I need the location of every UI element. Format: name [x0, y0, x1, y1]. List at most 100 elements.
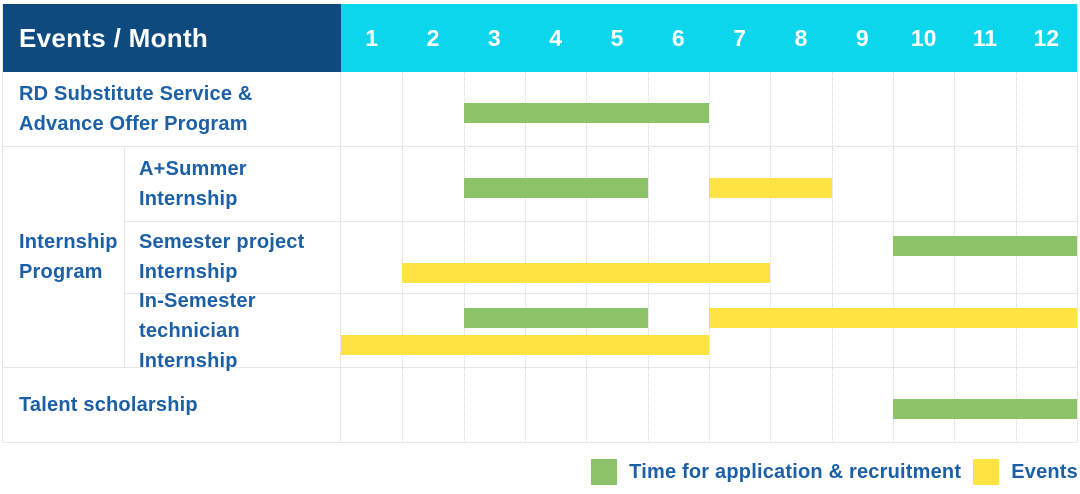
row-label-rd-substitute: RD Substitute Service & Advance Offer Pr…	[3, 72, 341, 146]
row-talent-scholarship: Talent scholarship	[3, 367, 1077, 442]
month-gridline	[525, 368, 526, 442]
month-header-cell: 1	[365, 24, 379, 51]
month-gridline	[954, 221, 956, 293]
legend-item-application: Time for application & recruitment	[591, 459, 961, 485]
month-header-cell: 12	[1033, 24, 1060, 51]
month-gridline	[402, 72, 404, 146]
event-period-bar	[402, 262, 771, 283]
row-label-line: Semester project	[139, 231, 305, 254]
gantt-table: Events / Month 1 2 3 4 5 6 7 8 9 10 11 12 RD Substi…	[2, 4, 1078, 443]
month-gridline	[709, 294, 710, 367]
application-period-bar	[463, 178, 648, 198]
event-period-bar	[709, 308, 1077, 328]
month-gridline	[831, 147, 833, 221]
legend-application-label: Time for application & recruitment	[629, 460, 962, 483]
group-label-internship-program: Internship Program	[3, 147, 125, 367]
month-header-cell: 4	[549, 24, 563, 51]
application-period-bar	[893, 399, 1077, 419]
month-gridline	[463, 294, 465, 367]
month-gridline	[770, 221, 772, 293]
month-gridline	[647, 294, 649, 367]
month-gridline	[586, 368, 588, 442]
month-gridline	[893, 294, 894, 367]
row-label-line: A+Summer	[139, 157, 247, 180]
month-gridline	[647, 368, 649, 442]
row-rd-substitute: RD Substitute Service & Advance Offer Pr…	[3, 72, 1077, 146]
row-in-semester: In-Semester technician Internship	[125, 290, 1077, 372]
month-gridline	[709, 72, 710, 146]
chart-area-semester-project	[341, 221, 1077, 293]
month-gridline	[402, 294, 404, 367]
row-label-line: Advance Offer Program	[19, 113, 248, 135]
legend: Time for application & recruitment Event…	[591, 454, 1078, 490]
month-gridline	[893, 221, 894, 293]
table-header-row: Events / Month 1 2 3 4 5 6 7 8 9 10 11 12	[3, 4, 1077, 72]
row-label-line: Internship	[139, 261, 238, 284]
month-gridline	[831, 221, 833, 293]
event-period-bar	[709, 178, 832, 198]
application-period-bar	[893, 235, 1077, 256]
chart-area-rd-substitute	[341, 72, 1077, 146]
month-gridline	[831, 294, 833, 367]
month-gridline	[709, 221, 710, 293]
month-gridline	[709, 368, 710, 442]
yellow-swatch-icon	[973, 459, 1000, 485]
month-header-cell: 7	[733, 24, 747, 51]
month-gridline	[770, 294, 772, 367]
green-swatch-icon	[591, 459, 618, 485]
legend-item-events: Events	[973, 459, 1078, 485]
row-label-talent-scholarship: Talent scholarship	[3, 368, 341, 442]
row-label-a-summer: A+Summer Internship	[125, 147, 341, 221]
month-gridline	[647, 221, 649, 293]
month-header-cell: 6	[671, 24, 685, 51]
month-gridline	[402, 221, 404, 293]
row-label-in-semester: In-Semester technician Internship	[125, 290, 341, 372]
month-gridline	[954, 147, 956, 221]
month-gridline	[525, 221, 526, 293]
month-gridline	[1015, 221, 1017, 293]
month-gridline	[770, 72, 772, 146]
month-gridline	[525, 294, 526, 367]
chart-area-talent-scholarship	[341, 368, 1077, 442]
month-gridline	[770, 368, 772, 442]
month-gridline	[402, 368, 404, 442]
month-gridline	[893, 72, 894, 146]
month-gridline	[1015, 147, 1017, 221]
events-month-header-cell: Events / Month	[3, 4, 341, 72]
group-label-line: Program	[19, 261, 103, 283]
group-label-line: Internship	[19, 231, 118, 253]
month-gridline	[954, 294, 956, 367]
month-gridline	[586, 221, 588, 293]
month-gridline	[1015, 72, 1017, 146]
row-label-line: RD Substitute Service &	[19, 83, 253, 105]
month-gridline	[586, 294, 588, 367]
month-header-cell: 3	[487, 24, 501, 51]
month-header-cell: 11	[972, 24, 998, 51]
application-period-bar	[463, 308, 648, 328]
chart-area-in-semester	[341, 294, 1077, 367]
row-a-summer: A+Summer Internship	[125, 147, 1077, 221]
month-header-cell: 2	[426, 24, 440, 51]
internship-program-group: Internship Program A+Summer Internship S…	[3, 146, 1077, 372]
events-month-header-label: Events / Month	[19, 22, 209, 53]
event-period-bar	[341, 335, 709, 355]
row-label-semester-project: Semester project Internship	[125, 221, 341, 293]
row-label-line: Talent scholarship	[19, 394, 198, 416]
chart-area-a-summer	[341, 147, 1077, 221]
month-header-cell: 10	[910, 24, 937, 51]
row-label-line: In-Semester	[139, 289, 256, 312]
month-header-strip: 1 2 3 4 5 6 7 8 9 10 11 12	[341, 4, 1077, 72]
month-header-cell: 9	[855, 24, 869, 51]
month-gridline	[402, 147, 404, 221]
month-gridline	[647, 147, 649, 221]
month-header-cell: 5	[610, 24, 624, 51]
month-gridline	[954, 72, 956, 146]
row-semester-project: Semester project Internship	[125, 220, 1077, 293]
month-gridline	[831, 368, 833, 442]
legend-events-label: Events	[1011, 460, 1078, 483]
month-gridline	[893, 147, 894, 221]
month-header-cell: 8	[794, 24, 808, 51]
internship-subrows: A+Summer Internship Semester project Int…	[125, 147, 1077, 372]
month-gridline	[831, 72, 833, 146]
month-gridline	[463, 221, 465, 293]
